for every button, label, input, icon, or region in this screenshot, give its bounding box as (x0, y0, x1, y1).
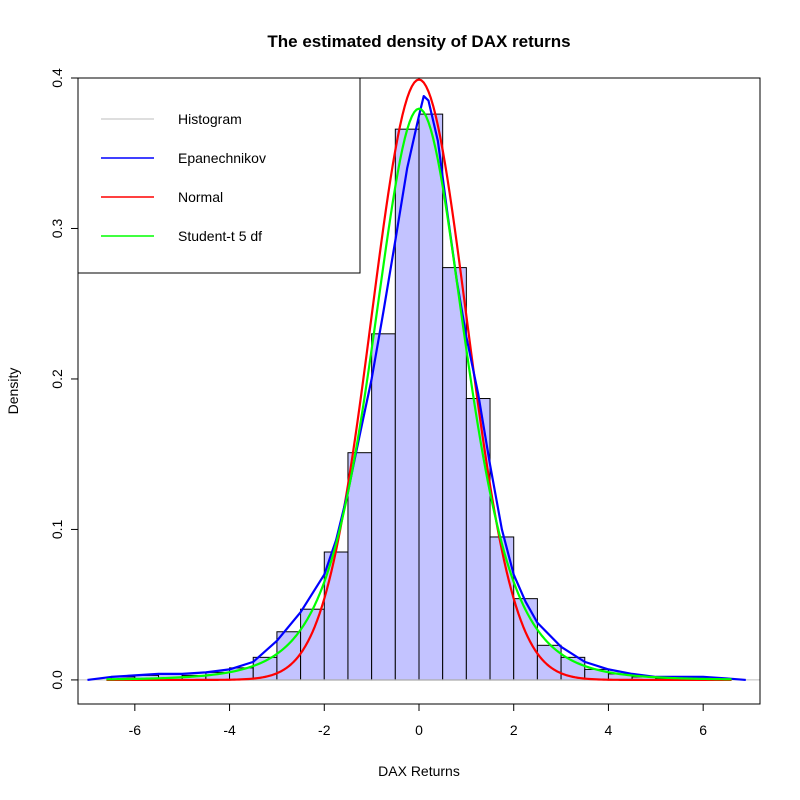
x-axis-label: DAX Returns (378, 763, 460, 779)
x-tick-label: -4 (223, 722, 236, 738)
histogram-bar (347, 452, 373, 681)
x-axis: -6 -4 -2 0 2 4 6 (129, 703, 707, 738)
legend-label-histogram: Histogram (178, 111, 242, 127)
x-tick-label: 2 (510, 722, 518, 738)
legend: Histogram Epanechnikov Normal Student-t 5 d… (77, 77, 361, 274)
legend-label-epanechnikov: Epanechnikov (178, 150, 266, 166)
plot-area (78, 78, 760, 682)
student-t-5-df-curve (106, 107, 732, 681)
histogram-bar (371, 333, 396, 681)
epanechnikov-curve (87, 94, 746, 682)
y-tick-label: 0.1 (49, 520, 65, 540)
x-tick-label: 4 (605, 722, 613, 738)
legend-label-normal: Normal (178, 189, 223, 205)
density-curves (87, 78, 746, 682)
y-tick-label: 0.0 (49, 670, 65, 690)
histogram-bar (394, 128, 420, 681)
histogram-bar (418, 113, 444, 681)
x-tick-label: 6 (699, 722, 707, 738)
histogram-bar (300, 608, 325, 681)
y-axis-label: Density (5, 368, 21, 415)
legend-box (77, 77, 361, 274)
legend-label-student-t-5-df: Student-t 5 df (178, 228, 262, 244)
normal-curve (106, 78, 732, 682)
y-tick-label: 0.3 (49, 219, 65, 239)
y-tick-label: 0.4 (49, 68, 65, 88)
x-tick-label: -2 (318, 722, 331, 738)
x-tick-label: 0 (415, 722, 423, 738)
y-tick-label: 0.2 (49, 369, 65, 389)
chart-title: The estimated density of DAX returns (267, 32, 570, 51)
x-tick-label: -6 (129, 722, 142, 738)
